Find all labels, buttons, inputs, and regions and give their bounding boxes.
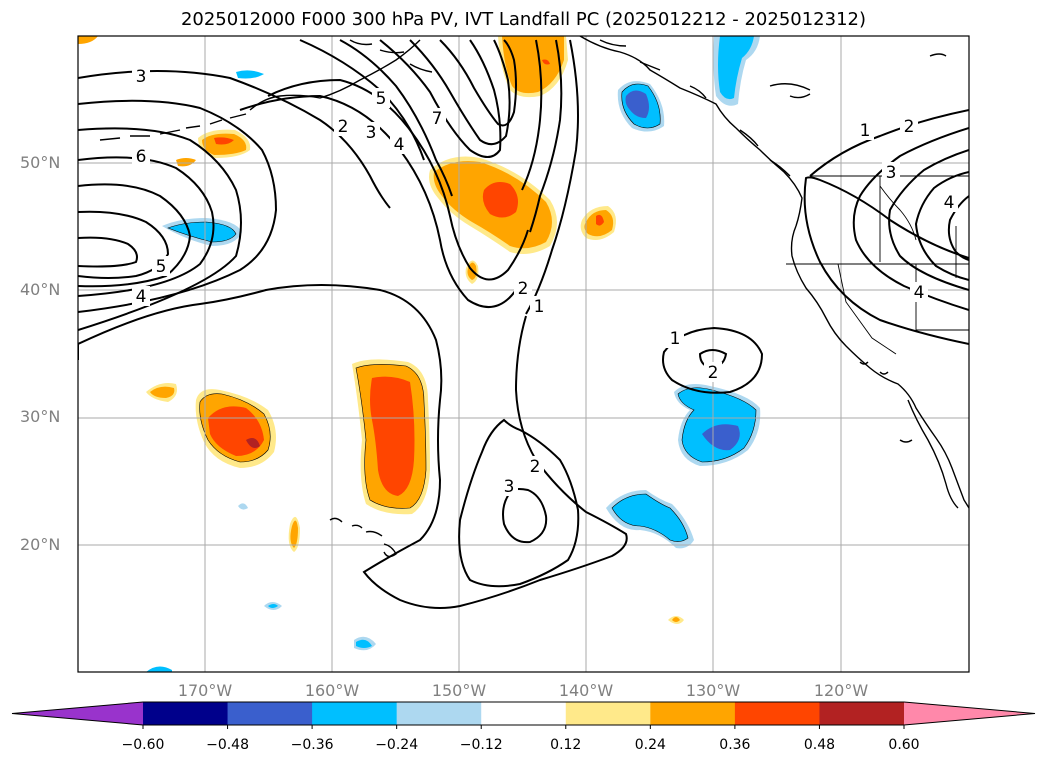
contour-label: 5 (156, 257, 167, 277)
lon-label-130w: 130°W (685, 681, 741, 700)
contour-label: 4 (914, 283, 925, 303)
colorbar-bin (481, 702, 567, 725)
colorbar-tick-label: 0.24 (634, 737, 666, 753)
colorbar-bin (143, 702, 229, 725)
contour-label: 4 (394, 135, 405, 155)
colorbar-bin (312, 702, 398, 725)
contour-label: 7 (432, 109, 443, 129)
colorbar-tick-label: 0.36 (719, 737, 751, 753)
lon-label-150w: 150°W (431, 681, 487, 700)
lat-label-20n: 20°N (20, 535, 61, 554)
colorbar-extend-max (904, 702, 1035, 725)
contour-label: 1 (860, 121, 871, 141)
negative-anomaly-shading (146, 36, 761, 672)
contour-label: 3 (366, 123, 377, 143)
contour-label: 2 (708, 363, 719, 383)
colorbar-tick-label: 0.48 (803, 737, 836, 753)
contour-label: 2 (518, 279, 529, 299)
colorbar-bin (734, 702, 820, 725)
colorbar-tick-label: −0.12 (459, 737, 503, 753)
colorbar (11, 701, 1036, 729)
coastlines (99, 36, 969, 558)
contour-label: 4 (136, 287, 147, 307)
contour-label: 3 (136, 67, 147, 87)
colorbar-tick-label: −0.60 (121, 737, 165, 753)
lon-label-160w: 160°W (304, 681, 360, 700)
map-frame (77, 35, 970, 673)
lon-label-170w: 170°W (177, 681, 233, 700)
colorbar-bin (396, 702, 482, 725)
colorbar-tick-label: 0.60 (888, 737, 920, 753)
colorbar-tick-label: −0.36 (290, 737, 334, 753)
contour-label: 2 (338, 117, 349, 137)
colorbar-extend-min (12, 702, 143, 725)
contour-label: 1 (534, 297, 545, 317)
colorbar-bin (227, 702, 313, 725)
lon-label-140w: 140°W (558, 681, 614, 700)
gridlines (78, 36, 969, 672)
lat-label-30n: 30°N (20, 407, 61, 426)
contour-label: 3 (886, 163, 897, 183)
map-plot-area: 3 6 5 4 2 3 4 5 7 2 1 1 2 3 (78, 36, 969, 672)
contour-label: 4 (944, 193, 955, 213)
colorbar-bin (565, 702, 651, 725)
contour-label: 2 (530, 457, 541, 477)
contour-label: 6 (136, 147, 147, 167)
lon-label-120w: 120°W (813, 681, 869, 700)
contour-label: 2 (904, 117, 915, 137)
contour-label: 1 (670, 329, 681, 349)
shading-outlines (167, 83, 757, 542)
lat-label-50n: 50°N (20, 153, 61, 172)
contour-labels: 3 6 5 4 2 3 4 5 7 2 1 1 2 3 (132, 66, 958, 497)
map-title: 2025012000 F000 300 hPa PV, IVT Landfall… (180, 9, 867, 30)
colorbar-tick-label: 0.12 (550, 737, 582, 753)
contour-label: 3 (504, 477, 515, 497)
lat-label-40n: 40°N (20, 280, 61, 299)
contour-label: 5 (376, 89, 387, 109)
colorbar-tick-label: −0.48 (206, 737, 249, 753)
colorbar-bin (819, 702, 905, 725)
colorbar-tick-label: −0.24 (375, 737, 419, 753)
colorbar-bin (650, 702, 736, 725)
